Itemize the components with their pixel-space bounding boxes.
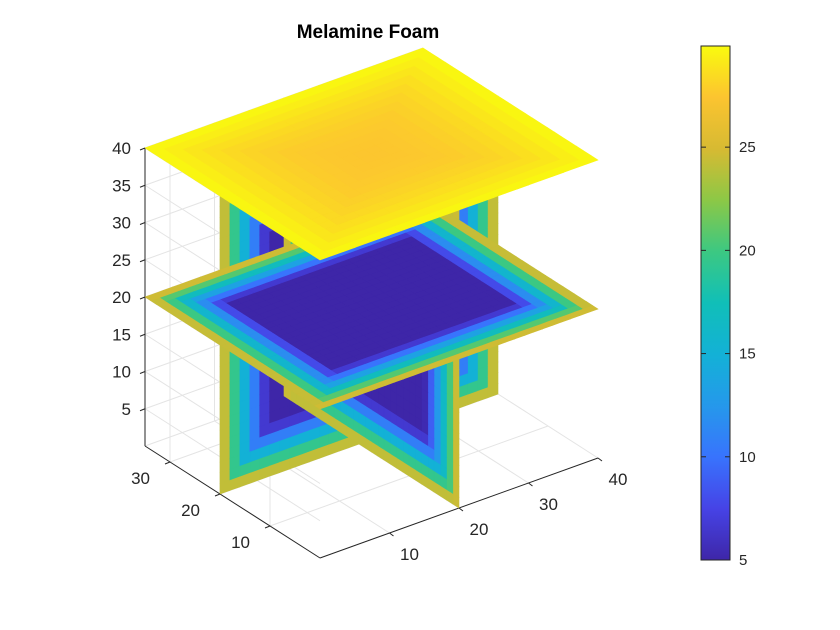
slice-z-20 xyxy=(144,196,599,410)
colorbar-gradient xyxy=(700,45,731,561)
slice-surfaces xyxy=(144,47,599,509)
colorbar: 5 10 15 20 25 xyxy=(700,45,756,569)
y-tick-label: 10 xyxy=(231,533,250,552)
y-tick-label: 30 xyxy=(131,469,150,488)
colorbar-tick-label: 25 xyxy=(739,139,756,156)
z-tick-label: 15 xyxy=(112,325,131,344)
z-tick-label: 25 xyxy=(112,251,131,270)
z-tick-label: 30 xyxy=(112,214,131,233)
colorbar-tick-label: 10 xyxy=(739,449,756,466)
z-tick-label: 5 xyxy=(122,400,131,419)
colorbar-tick-label: 5 xyxy=(739,552,747,569)
x-tick-label: 20 xyxy=(470,520,489,539)
tick-labels: 10 20 30 40 10 20 30 5 10 15 20 25 30 35 40 xyxy=(112,139,627,564)
y-tick-label: 20 xyxy=(181,501,200,520)
z-tick-label: 35 xyxy=(112,176,131,195)
x-tick-label: 30 xyxy=(539,495,558,514)
colorbar-tick-label: 15 xyxy=(739,346,756,363)
z-tick-label: 10 xyxy=(112,363,131,382)
x-tick-label: 40 xyxy=(609,470,628,489)
z-tick-label: 40 xyxy=(112,139,131,158)
colorbar-tick-label: 20 xyxy=(739,242,756,259)
y-axis-line xyxy=(144,445,321,559)
z-tick-label: 20 xyxy=(112,288,131,307)
slice-z-40 xyxy=(144,47,599,261)
x-tick-label: 10 xyxy=(400,545,419,564)
chart-title: Melamine Foam xyxy=(297,22,440,43)
